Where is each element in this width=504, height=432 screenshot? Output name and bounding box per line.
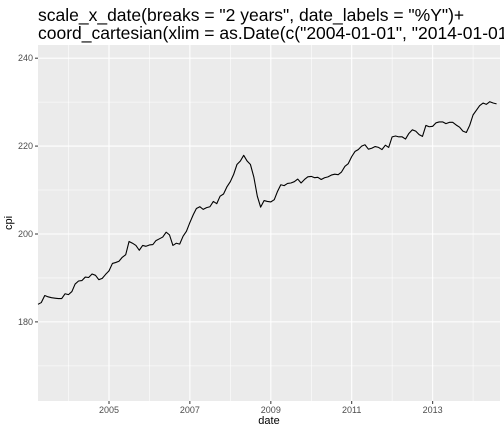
x-axis-title: date: [258, 415, 279, 427]
x-tick-label-2009: 2009: [261, 405, 281, 415]
chart-title-line-2: coord_cartesian(xlim = as.Date(c("2004-0…: [38, 23, 504, 44]
x-tick-label-2007: 2007: [180, 405, 200, 415]
x-tick-label-2005: 2005: [99, 405, 119, 415]
x-tick-label-2011: 2011: [342, 405, 361, 415]
plot-panel: [38, 45, 500, 401]
y-tick-label-240: 240: [18, 53, 33, 63]
y-tick-label-180: 180: [18, 317, 33, 327]
y-axis: 180 200 220 240: [18, 53, 38, 327]
y-tick-label-220: 220: [18, 141, 33, 151]
y-axis-title: cpi: [3, 216, 15, 230]
cpi-series-line: [37, 101, 497, 305]
minor-gridlines: [38, 45, 500, 401]
chart-title-line-1: scale_x_date(breaks = "2 years", date_la…: [38, 5, 464, 26]
y-tick-label-200: 200: [18, 229, 33, 239]
x-tick-label-2013: 2013: [423, 405, 443, 415]
major-gridlines: [38, 45, 500, 401]
x-axis: 2005 2007 2009 2011 2013: [99, 401, 443, 415]
